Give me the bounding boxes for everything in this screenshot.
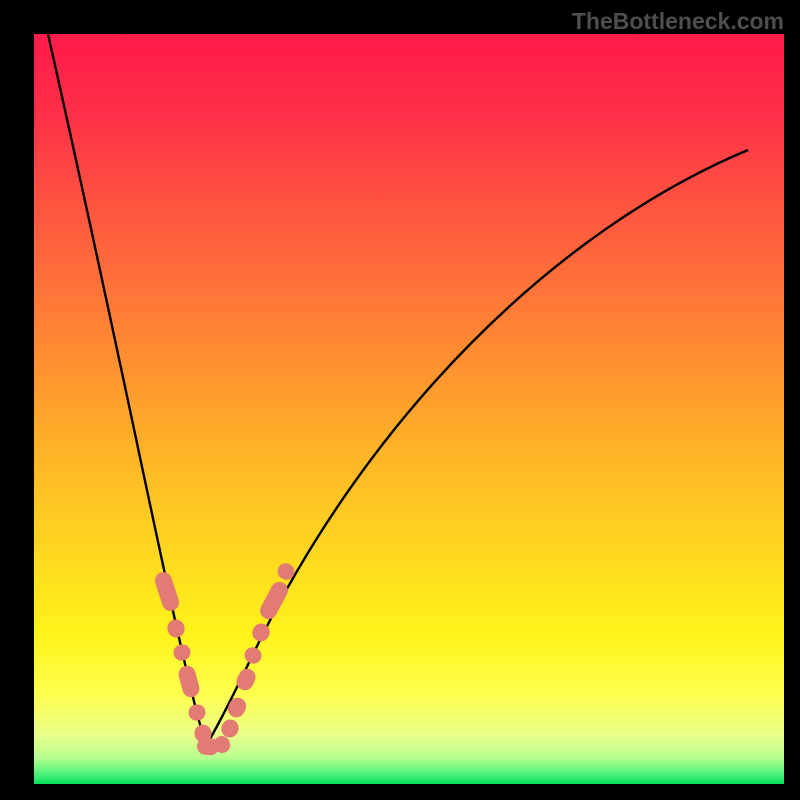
dash-marker-left	[177, 663, 202, 698]
dash-marker-right	[249, 620, 272, 644]
dash-marker-right	[225, 694, 249, 720]
plot-area	[34, 34, 784, 784]
dash-marker-right	[242, 644, 264, 666]
dash-marker-left	[153, 569, 182, 612]
dash-marker-left	[172, 642, 193, 662]
dash-marker-left	[187, 702, 207, 721]
dash-marker-right	[257, 578, 291, 621]
dash-marker-left	[165, 617, 187, 639]
dash-marker-right	[234, 665, 259, 692]
dash-marker-layer	[34, 34, 784, 784]
dash-marker-right	[275, 560, 298, 582]
watermark-text: TheBottleneck.com	[572, 8, 784, 35]
chart-frame: TheBottleneck.com	[0, 0, 800, 800]
